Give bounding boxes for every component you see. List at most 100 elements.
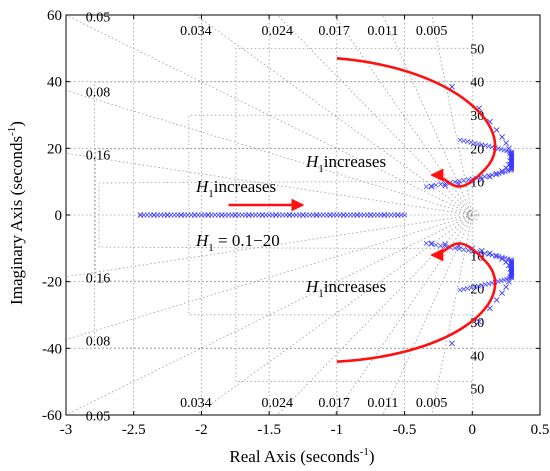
pole-marker-stroke: [503, 140, 510, 146]
damping-ratio-label: 0.034: [180, 396, 212, 411]
pole-marker-stroke: [493, 253, 500, 259]
pole-marker-stroke: [482, 174, 488, 180]
pole-marker-stroke: [509, 152, 515, 158]
damping-ratio-label: 0.017: [318, 24, 350, 39]
pole-marker: [401, 212, 408, 218]
pole-marker-stroke: [461, 286, 467, 292]
pole-marker: [499, 290, 505, 296]
pole-marker: [461, 247, 467, 253]
x-tick-label: 0.5: [531, 422, 550, 438]
pole-marker-stroke: [503, 284, 510, 290]
pole-marker: [495, 146, 501, 152]
y-tick-label: 40: [47, 75, 62, 91]
pole-marker: [486, 143, 492, 149]
pole-marker: [509, 274, 515, 280]
pole-marker-stroke: [505, 256, 511, 262]
pole-marker-stroke: [468, 285, 474, 291]
pole-marker-stroke: [509, 272, 515, 278]
pole-marker-stroke: [495, 278, 501, 284]
pole-marker: [438, 181, 444, 187]
pole-marker-stroke: [501, 147, 507, 153]
y-tick-label: 0: [55, 208, 63, 224]
pole-marker-stroke: [449, 340, 455, 347]
pole-marker: [496, 254, 502, 260]
pole-marker: [461, 177, 467, 183]
damping-ratio-label: 0.05: [86, 410, 111, 425]
pole-marker: [423, 240, 429, 246]
pole-marker-stroke: [438, 243, 444, 249]
pole-marker-stroke: [452, 245, 458, 251]
pole-marker-stroke: [433, 182, 439, 188]
pole-marker-stroke: [493, 297, 500, 303]
pole-marker-stroke: [476, 318, 482, 325]
wn-arc: [94, 147, 473, 283]
pole-marker-stroke: [452, 179, 458, 185]
pole-marker-stroke: [428, 183, 434, 189]
damping-ratio-label: 0.011: [367, 24, 398, 39]
damping-ray: [65, 152, 473, 216]
pole-marker-stroke: [438, 181, 444, 187]
wn-arc: [188, 114, 473, 316]
pole-marker-stroke: [493, 253, 499, 259]
pole-marker: [457, 287, 463, 293]
pole-marker-stroke: [472, 284, 478, 290]
pole-marker: [499, 170, 505, 176]
damping-ray: [382, 214, 473, 416]
annotation-upper: H1increases: [305, 152, 386, 175]
pole-marker: [489, 252, 495, 258]
pole-marker: [502, 255, 508, 261]
pole-marker: [493, 253, 500, 259]
pole-marker: [457, 137, 463, 143]
damping-ratio-label: 0.16: [86, 272, 111, 287]
damping-ratio-labels: 0.05 0.05 0.034 0.034 0.024 0.024 0.017 0.017 0.…: [86, 10, 448, 424]
pole-marker: [493, 297, 500, 303]
pole-marker-stroke: [465, 177, 471, 183]
pole-marker-stroke: [489, 280, 495, 286]
pole-marker: [456, 246, 462, 252]
damping-ray: [65, 214, 473, 416]
pole-marker-stroke: [499, 170, 505, 176]
damping-ray: [276, 214, 473, 416]
pole-marker-stroke: [423, 240, 429, 246]
pole-marker-stroke: [493, 171, 499, 177]
wn-arc: [94, 81, 473, 349]
arrow-upper: [336, 57, 497, 188]
pole-marker: [489, 280, 495, 286]
damping-ray: [276, 14, 473, 216]
pole-marker: [503, 284, 510, 290]
pole-marker-stroke: [495, 146, 501, 152]
pole-marker-stroke: [509, 151, 515, 157]
pole-marker-stroke: [499, 134, 505, 140]
damping-ratio-label: 0.05: [86, 10, 111, 25]
pole-marker: [433, 182, 439, 188]
pole-marker-stroke: [506, 149, 512, 155]
pole-marker-stroke: [502, 255, 508, 261]
pole-marker: [498, 146, 504, 152]
pole-marker: [503, 140, 510, 146]
pole-marker-stroke: [489, 144, 495, 150]
pole-marker: [489, 144, 495, 150]
pole-marker: [489, 172, 495, 178]
x-tick-label: -0.5: [393, 422, 417, 438]
pole-marker: [509, 272, 515, 278]
pole-marker: [452, 179, 458, 185]
pole-marker-stroke: [486, 305, 493, 312]
pole-marker-stroke: [498, 278, 504, 284]
damping-ratio-label: 0.024: [261, 396, 293, 411]
pole-marker-stroke: [498, 146, 504, 152]
pole-marker-stroke: [461, 247, 467, 253]
pole-marker-stroke: [503, 259, 510, 265]
pole-marker: [442, 182, 449, 189]
pole-marker-stroke: [479, 282, 485, 288]
pole-marker: [499, 254, 505, 260]
damping-ray: [195, 14, 473, 216]
x-tick-label: -1: [331, 422, 344, 438]
x-axis-label: Real Axis (seconds-1): [229, 446, 374, 466]
wn-label: 40: [470, 349, 484, 364]
ticks-layer: -3 -2.5 -2 -1.5 -1 -0.5 0 0.5 -60 -40 -20 0 20 40 60: [42, 8, 549, 438]
damping-ray: [382, 14, 473, 216]
pole-marker: [501, 147, 507, 153]
damping-ratio-label: 0.034: [180, 24, 212, 39]
wn-label: 40: [470, 76, 484, 91]
damping-ratio-label: 0.16: [86, 148, 111, 163]
